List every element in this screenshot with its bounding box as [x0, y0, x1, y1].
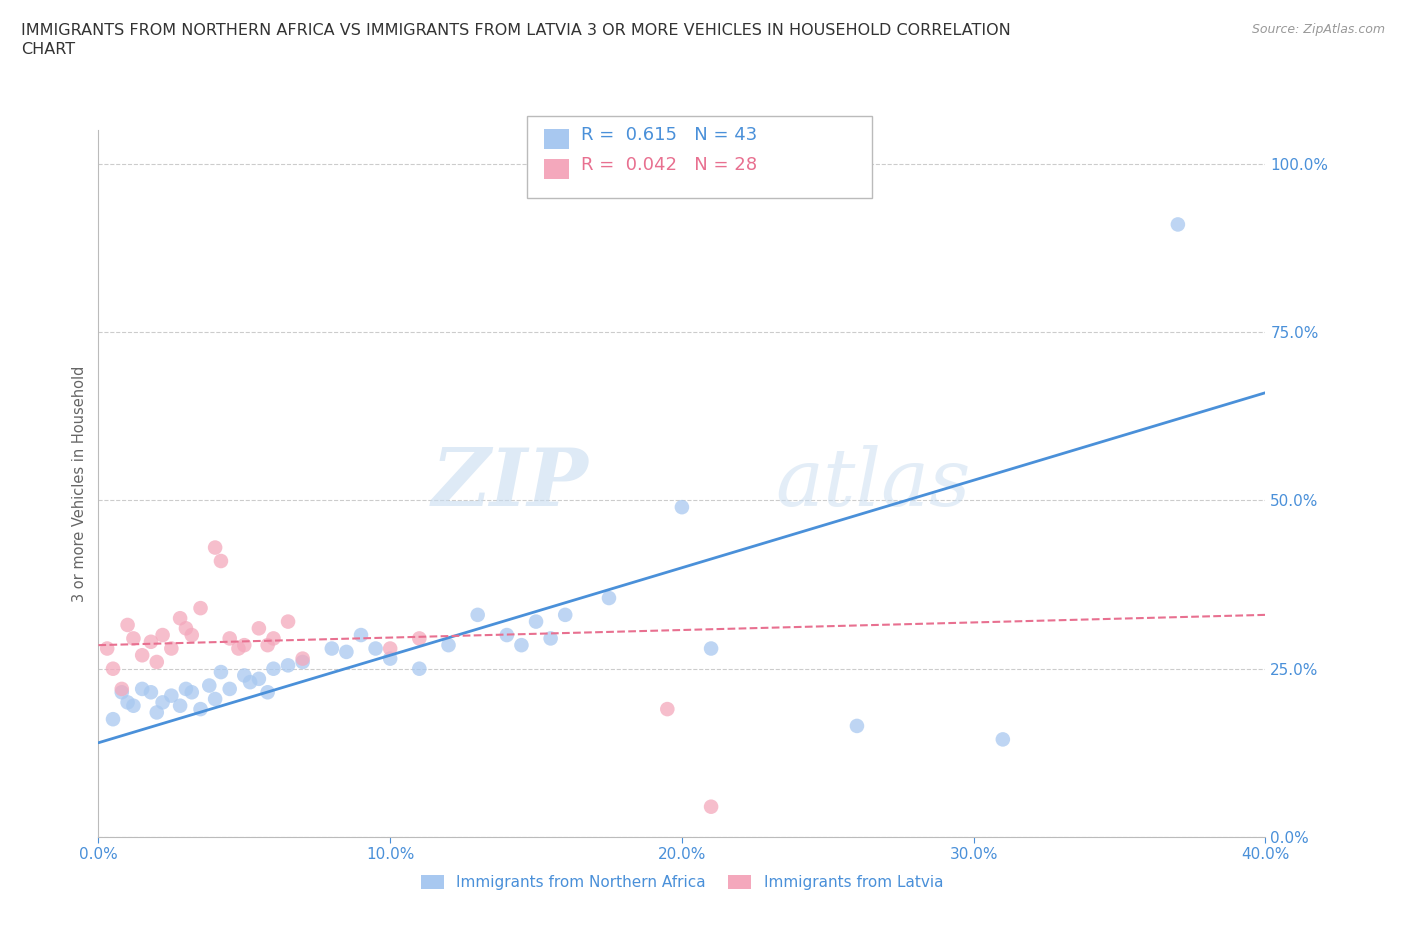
Point — [160, 641, 183, 656]
Point — [262, 631, 284, 645]
Point — [209, 553, 232, 568]
Text: IMMIGRANTS FROM NORTHERN AFRICA VS IMMIGRANTS FROM LATVIA 3 OR MORE VEHICLES IN : IMMIGRANTS FROM NORTHERN AFRICA VS IMMIG… — [21, 23, 1011, 38]
Point — [256, 684, 278, 699]
Y-axis label: 3 or more Vehicles in Household: 3 or more Vehicles in Household — [72, 365, 87, 602]
Point — [122, 698, 145, 713]
Point — [152, 628, 174, 643]
Point — [291, 655, 314, 670]
Point — [291, 651, 314, 666]
Point — [335, 644, 357, 659]
Point — [700, 641, 723, 656]
Text: atlas: atlas — [775, 445, 970, 523]
Point — [364, 641, 387, 656]
Point — [540, 631, 562, 645]
Point — [160, 688, 183, 703]
Point — [204, 692, 226, 707]
Point — [180, 684, 202, 699]
Point — [117, 618, 139, 632]
Point — [262, 661, 284, 676]
Point — [131, 648, 153, 663]
Point — [554, 607, 576, 622]
Point — [111, 684, 134, 699]
Point — [700, 799, 723, 814]
Point — [111, 682, 134, 697]
Point — [437, 638, 460, 653]
Point — [598, 591, 620, 605]
Point — [846, 719, 869, 734]
Point — [204, 540, 226, 555]
Point — [180, 628, 202, 643]
Point — [139, 684, 162, 699]
Point — [146, 705, 169, 720]
Text: R =  0.042   N = 28: R = 0.042 N = 28 — [581, 155, 756, 174]
Point — [350, 628, 373, 643]
Point — [131, 682, 153, 697]
Point — [277, 658, 299, 672]
Point — [218, 682, 240, 697]
Point — [671, 499, 693, 514]
Point — [218, 631, 240, 645]
Point — [380, 641, 402, 656]
Point — [1167, 217, 1189, 232]
Point — [198, 678, 221, 693]
Text: ZIP: ZIP — [432, 445, 589, 523]
Point — [101, 711, 124, 726]
Point — [247, 671, 270, 686]
Point — [408, 661, 430, 676]
Point — [228, 641, 250, 656]
Point — [991, 732, 1014, 747]
Point — [256, 638, 278, 653]
Point — [96, 641, 118, 656]
Text: CHART: CHART — [21, 42, 75, 57]
Point — [190, 601, 212, 616]
Point — [190, 701, 212, 716]
Point — [657, 701, 679, 716]
Point — [169, 611, 191, 626]
Point — [524, 614, 547, 629]
Legend: Immigrants from Northern Africa, Immigrants from Latvia: Immigrants from Northern Africa, Immigra… — [415, 870, 949, 897]
Point — [496, 628, 519, 643]
Point — [169, 698, 191, 713]
Point — [139, 634, 162, 649]
Point — [174, 621, 197, 636]
Point — [467, 607, 489, 622]
Point — [277, 614, 299, 629]
Point — [321, 641, 343, 656]
Point — [408, 631, 430, 645]
Point — [247, 621, 270, 636]
Point — [239, 675, 262, 690]
Point — [174, 682, 197, 697]
Text: R =  0.615   N = 43: R = 0.615 N = 43 — [581, 126, 756, 144]
Point — [380, 651, 402, 666]
Point — [510, 638, 533, 653]
Point — [122, 631, 145, 645]
Point — [209, 665, 232, 680]
Point — [146, 655, 169, 670]
Point — [233, 638, 256, 653]
Point — [233, 668, 256, 683]
Point — [152, 695, 174, 710]
Point — [101, 661, 124, 676]
Point — [117, 695, 139, 710]
Text: Source: ZipAtlas.com: Source: ZipAtlas.com — [1251, 23, 1385, 36]
